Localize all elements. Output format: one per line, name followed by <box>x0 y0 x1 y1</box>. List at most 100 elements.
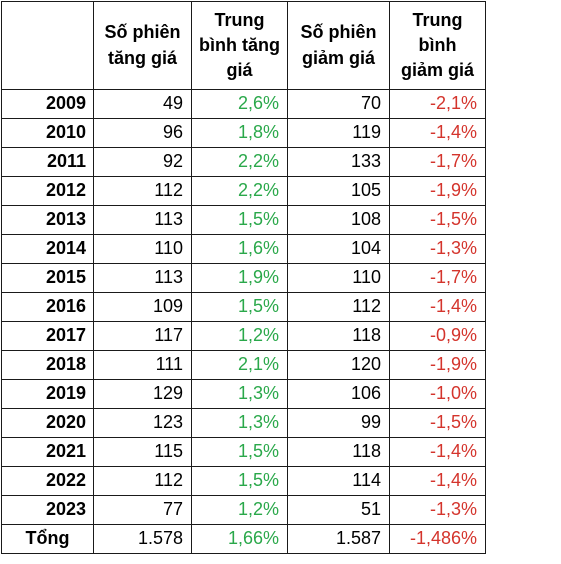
up-sessions-cell: 49 <box>93 89 192 119</box>
table-row: 2020 123 1,3% 99 -1,5% <box>1 408 486 438</box>
table-row: 2018 111 2,1% 120 -1,9% <box>1 350 486 380</box>
table-row: 2017 117 1,2% 118 -0,9% <box>1 321 486 351</box>
avg-up-cell: 1,8% <box>191 118 288 148</box>
table-row: 2022 112 1,5% 114 -1,4% <box>1 466 486 496</box>
avg-down-cell: -1,3% <box>389 495 486 525</box>
down-sessions-cell: 120 <box>287 350 390 380</box>
header-up-sessions: Số phiên tăng giá <box>93 1 192 90</box>
year-cell: 2016 <box>1 292 94 322</box>
avg-down-cell: -1,4% <box>389 292 486 322</box>
year-cell: 2019 <box>1 379 94 409</box>
year-cell: 2014 <box>1 234 94 264</box>
avg-down-cell: -1,4% <box>389 437 486 467</box>
avg-up-cell: 2,2% <box>191 176 288 206</box>
avg-down-cell: -1,4% <box>389 118 486 148</box>
avg-up-cell: 2,6% <box>191 89 288 119</box>
down-sessions-cell: 105 <box>287 176 390 206</box>
avg-down-cell: -1,0% <box>389 379 486 409</box>
avg-down-cell: -0,9% <box>389 321 486 351</box>
up-sessions-cell: 110 <box>93 234 192 264</box>
up-sessions-cell: 77 <box>93 495 192 525</box>
total-up-sessions: 1.578 <box>93 524 192 554</box>
down-sessions-cell: 114 <box>287 466 390 496</box>
avg-up-cell: 1,3% <box>191 408 288 438</box>
up-sessions-cell: 115 <box>93 437 192 467</box>
header-avg-down: Trung bình giảm giá <box>389 1 486 90</box>
stats-table: Số phiên tăng giá Trung bình tăng giá Số… <box>1 1 486 554</box>
total-avg-down: -1,486% <box>389 524 486 554</box>
avg-down-cell: -2,1% <box>389 89 486 119</box>
down-sessions-cell: 118 <box>287 321 390 351</box>
table-row: 2013 113 1,5% 108 -1,5% <box>1 205 486 235</box>
header-down-sessions: Số phiên giảm giá <box>287 1 390 90</box>
down-sessions-cell: 70 <box>287 89 390 119</box>
avg-up-cell: 2,2% <box>191 147 288 177</box>
avg-down-cell: -1,9% <box>389 176 486 206</box>
down-sessions-cell: 133 <box>287 147 390 177</box>
up-sessions-cell: 117 <box>93 321 192 351</box>
up-sessions-cell: 111 <box>93 350 192 380</box>
avg-down-cell: -1,4% <box>389 466 486 496</box>
total-down-sessions: 1.587 <box>287 524 390 554</box>
year-cell: 2012 <box>1 176 94 206</box>
up-sessions-cell: 113 <box>93 263 192 293</box>
year-cell: 2013 <box>1 205 94 235</box>
down-sessions-cell: 112 <box>287 292 390 322</box>
year-cell: 2009 <box>1 89 94 119</box>
down-sessions-cell: 118 <box>287 437 390 467</box>
table-row: 2015 113 1,9% 110 -1,7% <box>1 263 486 293</box>
avg-up-cell: 2,1% <box>191 350 288 380</box>
table-row: 2011 92 2,2% 133 -1,7% <box>1 147 486 177</box>
avg-down-cell: -1,7% <box>389 263 486 293</box>
up-sessions-cell: 123 <box>93 408 192 438</box>
table-row: 2014 110 1,6% 104 -1,3% <box>1 234 486 264</box>
year-cell: 2015 <box>1 263 94 293</box>
table-row: 2016 109 1,5% 112 -1,4% <box>1 292 486 322</box>
table-row: 2010 96 1,8% 119 -1,4% <box>1 118 486 148</box>
year-cell: 2018 <box>1 350 94 380</box>
avg-down-cell: -1,9% <box>389 350 486 380</box>
down-sessions-cell: 51 <box>287 495 390 525</box>
avg-up-cell: 1,2% <box>191 495 288 525</box>
table-row: 2019 129 1,3% 106 -1,0% <box>1 379 486 409</box>
year-cell: 2020 <box>1 408 94 438</box>
table-row: 2021 115 1,5% 118 -1,4% <box>1 437 486 467</box>
year-cell: 2017 <box>1 321 94 351</box>
avg-down-cell: -1,7% <box>389 147 486 177</box>
header-row: Số phiên tăng giá Trung bình tăng giá Số… <box>1 1 486 90</box>
avg-down-cell: -1,5% <box>389 205 486 235</box>
down-sessions-cell: 106 <box>287 379 390 409</box>
down-sessions-cell: 108 <box>287 205 390 235</box>
avg-up-cell: 1,5% <box>191 437 288 467</box>
up-sessions-cell: 129 <box>93 379 192 409</box>
year-cell: 2021 <box>1 437 94 467</box>
up-sessions-cell: 112 <box>93 176 192 206</box>
total-label: Tổng <box>1 524 94 554</box>
avg-up-cell: 1,6% <box>191 234 288 264</box>
avg-up-cell: 1,2% <box>191 321 288 351</box>
table-row: 2009 49 2,6% 70 -2,1% <box>1 89 486 119</box>
table-row: 2023 77 1,2% 51 -1,3% <box>1 495 486 525</box>
table-row: 2012 112 2,2% 105 -1,9% <box>1 176 486 206</box>
avg-up-cell: 1,3% <box>191 379 288 409</box>
up-sessions-cell: 109 <box>93 292 192 322</box>
up-sessions-cell: 96 <box>93 118 192 148</box>
year-cell: 2011 <box>1 147 94 177</box>
up-sessions-cell: 92 <box>93 147 192 177</box>
header-corner <box>1 1 94 90</box>
year-cell: 2023 <box>1 495 94 525</box>
avg-up-cell: 1,5% <box>191 205 288 235</box>
year-cell: 2010 <box>1 118 94 148</box>
up-sessions-cell: 112 <box>93 466 192 496</box>
down-sessions-cell: 104 <box>287 234 390 264</box>
down-sessions-cell: 110 <box>287 263 390 293</box>
total-row: Tổng 1.578 1,66% 1.587 -1,486% <box>1 524 486 554</box>
down-sessions-cell: 99 <box>287 408 390 438</box>
total-avg-up: 1,66% <box>191 524 288 554</box>
avg-up-cell: 1,5% <box>191 292 288 322</box>
avg-down-cell: -1,3% <box>389 234 486 264</box>
avg-down-cell: -1,5% <box>389 408 486 438</box>
avg-up-cell: 1,9% <box>191 263 288 293</box>
year-cell: 2022 <box>1 466 94 496</box>
down-sessions-cell: 119 <box>287 118 390 148</box>
